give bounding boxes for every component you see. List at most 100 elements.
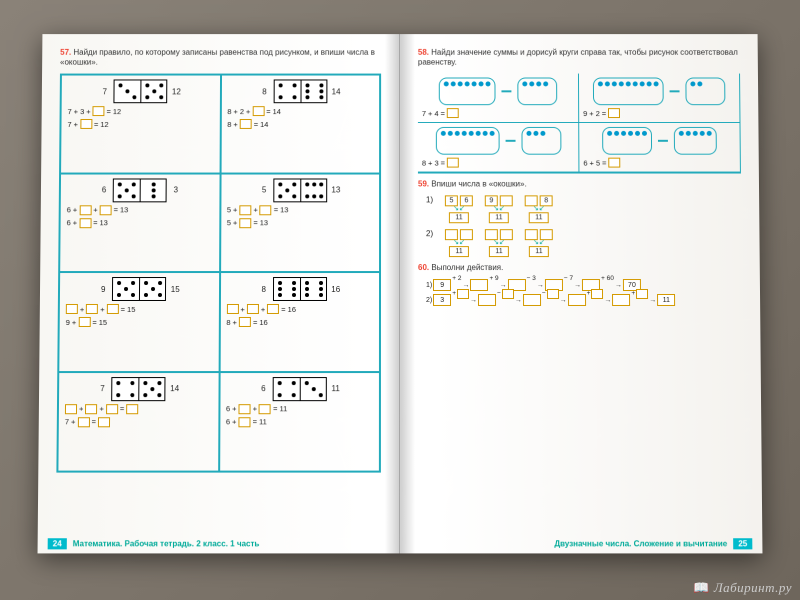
answer-box — [79, 205, 91, 215]
sum-box: 11 — [449, 212, 469, 223]
ex58-cell: 9 + 2 = — [579, 74, 741, 123]
answer-box — [239, 218, 251, 228]
equation: 7 + = — [65, 417, 212, 427]
ex58-heading: 58. Найди значение суммы и дорисуй круги… — [418, 48, 740, 68]
ex57-cell: 636 + + = 136 + = 13 — [59, 173, 220, 272]
ex57-cell: 5135 + + = 135 + = 13 — [220, 173, 380, 272]
split-diagram: 56↘↙11 — [445, 195, 473, 223]
dot-group — [602, 127, 652, 155]
ex58-cell: 7 + 4 = — [418, 74, 579, 123]
equation: 8 + 2 + = 14 — [227, 106, 373, 116]
footer-right-text: Двузначные числа. Сложение и вычитание — [554, 539, 727, 548]
answer-box — [447, 108, 459, 118]
page-left: 57. Найди правило, по которому записаны … — [38, 34, 400, 553]
domino — [273, 79, 327, 103]
ex57-heading: 57. Найди правило, по которому записаны … — [60, 48, 381, 68]
page-number-left: 24 — [48, 538, 67, 549]
equation: 8 + 3 = — [422, 158, 575, 168]
answer-box — [247, 304, 259, 314]
answer-box — [65, 404, 77, 414]
chain-box — [523, 294, 541, 306]
ex57-cell: 714 + + = 7 + = — [57, 372, 219, 472]
arrow-chain: 1) 9+ 2→+ 9→− 3→− 7→+ 60→70 — [426, 279, 742, 291]
ex57-cell: 7127 + 3 + = 127 + = 12 — [60, 75, 220, 173]
ex60-heading: 60. Выполни действия. — [418, 263, 742, 273]
equation: + + = 16 — [226, 304, 373, 314]
page-number-right: 25 — [733, 538, 752, 549]
equation: 6 + + = 13 — [67, 205, 213, 215]
equation: 9 + 2 = — [583, 108, 735, 118]
dot-group — [435, 127, 499, 155]
ex60-text: Выполни действия. — [431, 263, 503, 272]
sum-box: 11 — [489, 246, 509, 257]
ex58-number: 58. — [418, 48, 429, 57]
chain-box: 9 — [433, 279, 451, 291]
equation: 8 + = 14 — [227, 119, 373, 129]
chain-box: 3 — [433, 294, 451, 306]
answer-box — [239, 317, 251, 327]
dot-group — [439, 78, 496, 106]
answer-box — [126, 404, 138, 414]
ex57-cell: 915 + + = 159 + = 15 — [58, 272, 219, 372]
answer-box — [80, 119, 92, 129]
page-right: 58. Найди значение суммы и дорисуй круги… — [400, 34, 762, 553]
answer-box — [252, 106, 264, 116]
answer-box — [226, 304, 238, 314]
equation: 6 + 5 = — [583, 158, 736, 168]
workbook-spread: 57. Найди правило, по которому записаны … — [38, 34, 763, 553]
answer-box — [608, 108, 620, 118]
ex57-text: Найди правило, по которому записаны раве… — [60, 48, 375, 67]
equation: 5 + + = 13 — [227, 205, 373, 215]
answer-box — [240, 119, 252, 129]
chain-box — [568, 294, 586, 306]
equation: 6 + = 13 — [67, 218, 213, 228]
equation: + + = — [65, 404, 212, 414]
equation: 7 + = 12 — [67, 119, 213, 129]
answer-box — [239, 404, 251, 414]
ex57-cell: 816 + + = 168 + = 16 — [219, 272, 380, 372]
ex57-cell: 6116 + + = 116 + = 11 — [219, 372, 380, 472]
watermark: Лабиринт.ру — [693, 580, 792, 596]
answer-box — [93, 106, 105, 116]
domino — [114, 79, 168, 103]
equation: 6 + = 11 — [226, 417, 373, 427]
domino — [272, 377, 326, 401]
ex59-row: 1) 56↘↙119↘↙118↘↙11 — [426, 195, 741, 223]
dot-group — [685, 78, 725, 106]
answer-box — [107, 304, 119, 314]
footer-left: 24 Математика. Рабочая тетрадь. 2 класс.… — [48, 538, 260, 549]
answer-box — [267, 304, 279, 314]
answer-box — [260, 205, 272, 215]
dot-group — [674, 127, 717, 155]
equation: 7 + 4 = — [422, 108, 574, 118]
answer-box — [86, 304, 98, 314]
equation: 6 + + = 11 — [226, 404, 373, 414]
ex57-cell: 8148 + 2 + = 148 + = 14 — [220, 75, 380, 173]
ex59-text: Впиши числа в «окошки». — [431, 179, 526, 188]
ex58-cell: 6 + 5 = — [579, 123, 741, 173]
ex59-heading: 59. Впиши числа в «окошки». — [418, 179, 741, 189]
footer-right: Двузначные числа. Сложение и вычитание 2… — [554, 538, 752, 549]
equation: 8 + = 16 — [226, 317, 373, 327]
domino — [113, 178, 167, 202]
answer-box — [78, 317, 90, 327]
chain-box: 11 — [657, 294, 675, 306]
sum-box: 11 — [489, 212, 509, 223]
answer-box — [106, 404, 118, 414]
ex59-number: 59. — [418, 179, 429, 188]
answer-box — [239, 205, 251, 215]
equation: + + = 15 — [66, 304, 213, 314]
answer-box — [259, 404, 271, 414]
chain-box — [478, 294, 496, 306]
split-diagram: ↘↙11 — [485, 229, 513, 257]
chain-box — [612, 294, 630, 306]
answer-box — [66, 304, 78, 314]
split-diagram: ↘↙11 — [445, 229, 473, 257]
answer-box — [77, 417, 89, 427]
sum-box: 11 — [529, 246, 549, 257]
answer-box — [100, 205, 112, 215]
split-diagram: ↘↙11 — [525, 229, 553, 257]
dot-group — [521, 127, 561, 155]
answer-box — [85, 404, 97, 414]
ex60-body: 1) 9+ 2→+ 9→− 3→− 7→+ 60→702) 3+ →− →− →… — [418, 279, 742, 306]
